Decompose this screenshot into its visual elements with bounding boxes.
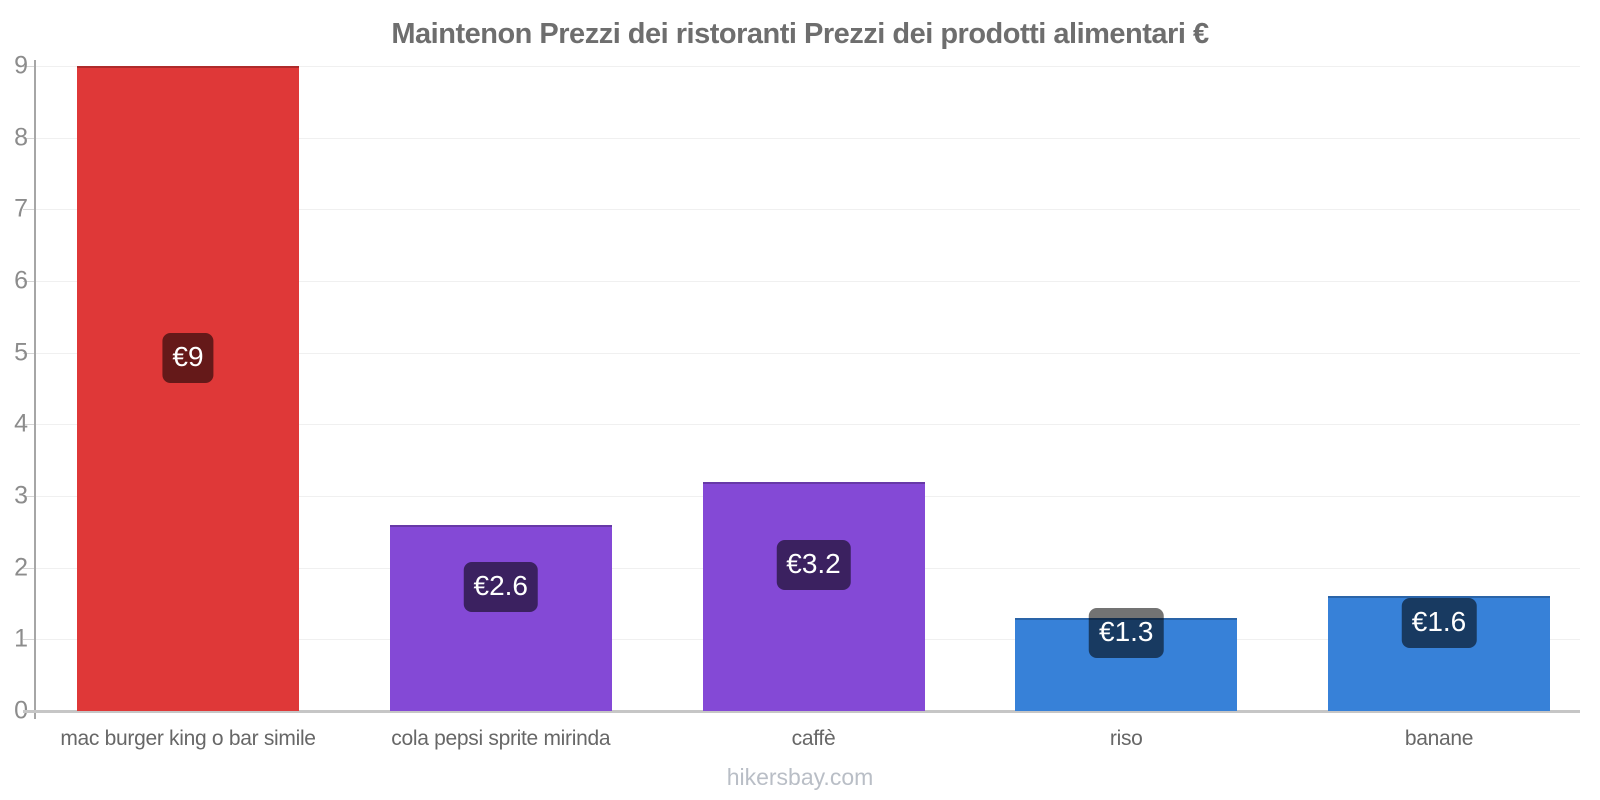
- y-axis-line: [34, 60, 36, 719]
- y-axis-tick-label: 6: [14, 266, 28, 295]
- y-axis-tick-label: 1: [14, 624, 28, 653]
- gridline: [35, 209, 1580, 211]
- y-axis-tick-label: 7: [14, 194, 28, 223]
- bar-mac-burger-king-o-bar-simile: [77, 66, 299, 711]
- bar-caffè: [702, 481, 925, 711]
- bar-value-badge: €1.6: [1401, 597, 1477, 648]
- y-axis-tick-label: 0: [14, 696, 28, 725]
- bar-cola-pepsi-sprite-mirinda: [389, 524, 612, 711]
- y-axis-tick-label: 5: [14, 338, 28, 367]
- y-axis-tick-label: 3: [14, 481, 28, 510]
- bar-value-badge: €3.2: [776, 540, 851, 591]
- chart-title: Maintenon Prezzi dei ristoranti Prezzi d…: [391, 18, 1209, 50]
- y-axis-tick: [23, 352, 35, 354]
- y-axis-tick: [23, 567, 35, 569]
- x-axis-category-label: mac burger king o bar simile: [60, 727, 316, 750]
- gridline: [35, 424, 1580, 426]
- y-axis-tick: [23, 209, 35, 211]
- watermark-hikersbay: hikersbay.com: [726, 764, 874, 790]
- x-axis-category-label: riso: [1109, 727, 1143, 750]
- gridline: [35, 281, 1580, 282]
- y-axis-tick: [23, 137, 35, 139]
- bar-value-badge: €1.3: [1089, 608, 1164, 659]
- x-axis-line: [23, 710, 1580, 713]
- y-axis-tick: [23, 639, 35, 641]
- gridline: [35, 66, 1580, 67]
- y-axis-tick: [23, 424, 35, 426]
- y-axis-tick-label: 9: [14, 51, 28, 80]
- y-axis-tick: [23, 66, 35, 67]
- y-axis-tick: [23, 496, 35, 497]
- y-axis-tick-label: 8: [14, 123, 28, 152]
- gridline: [35, 352, 1580, 354]
- x-axis-category-label: cola pepsi sprite mirinda: [391, 727, 611, 750]
- x-axis-category-label: banane: [1404, 727, 1474, 750]
- gridline: [35, 137, 1580, 139]
- y-axis-tick-label: 2: [14, 553, 28, 582]
- bar-value-badge: €9: [162, 332, 214, 383]
- bar-value-badge: €2.6: [463, 561, 538, 612]
- x-axis-category-label: caffè: [791, 727, 836, 750]
- y-axis-tick-label: 4: [14, 409, 28, 438]
- y-axis-tick: [23, 281, 35, 282]
